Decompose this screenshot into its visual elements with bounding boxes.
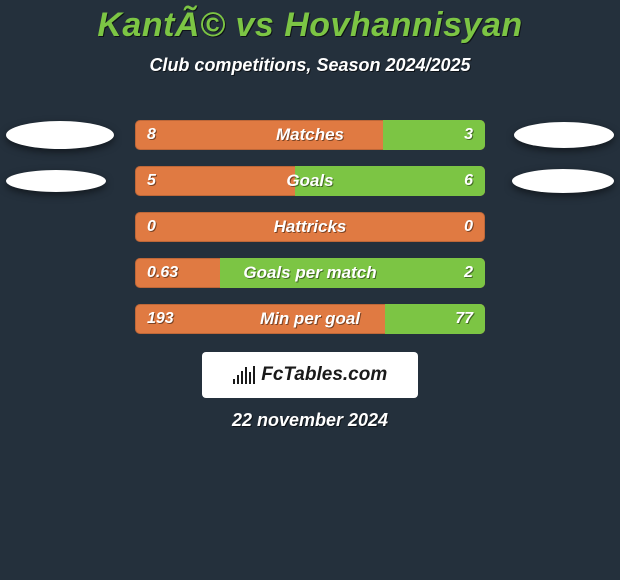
stat-bar: 56Goals (135, 166, 485, 196)
player-badge-right (514, 122, 614, 148)
stat-bar-fill (295, 166, 485, 196)
stat-value-right: 2 (464, 264, 473, 282)
stat-value-left: 193 (147, 310, 174, 328)
stat-value-left: 0 (147, 218, 156, 236)
stat-bar: 0 0Hattricks (135, 212, 485, 242)
stat-value-left: 5 (147, 172, 156, 190)
stat-bar: 19377Min per goal (135, 304, 485, 334)
stats-container: 83Matches56Goals00Hattricks0.632Goals pe… (0, 112, 620, 342)
stat-value-right: 3 (464, 126, 473, 144)
page-title: KantÃ© vs Hovhannisyan (0, 0, 620, 45)
stat-row-matches: 83Matches (0, 112, 620, 158)
player-badge-right (512, 169, 614, 193)
logo-bars-icon (233, 366, 256, 384)
stat-row-goals: 56Goals (0, 158, 620, 204)
stat-bar: 83Matches (135, 120, 485, 150)
stat-label: Hattricks (135, 217, 485, 237)
stat-value-left: 0.63 (147, 264, 178, 282)
stat-row-hattricks: 0 0Hattricks (0, 204, 620, 250)
logo-text: FcTables.com (261, 364, 387, 386)
stat-value-left: 8 (147, 126, 156, 144)
page-subtitle: Club competitions, Season 2024/2025 (0, 55, 620, 76)
stat-row-min-per-goal: 19377Min per goal (0, 296, 620, 342)
stat-bar-fill (220, 258, 485, 288)
player-badge-left (6, 121, 114, 149)
stat-bar: 0.632Goals per match (135, 258, 485, 288)
player-badge-left (6, 170, 106, 192)
generated-date: 22 november 2024 (0, 410, 620, 431)
fctables-logo: FcTables.com (202, 352, 418, 398)
stat-row-goals-per-match: 0.632Goals per match (0, 250, 620, 296)
stat-value-right: 77 (455, 310, 473, 328)
stat-value-right: 6 (464, 172, 473, 190)
stat-value-right: 0 (464, 218, 473, 236)
